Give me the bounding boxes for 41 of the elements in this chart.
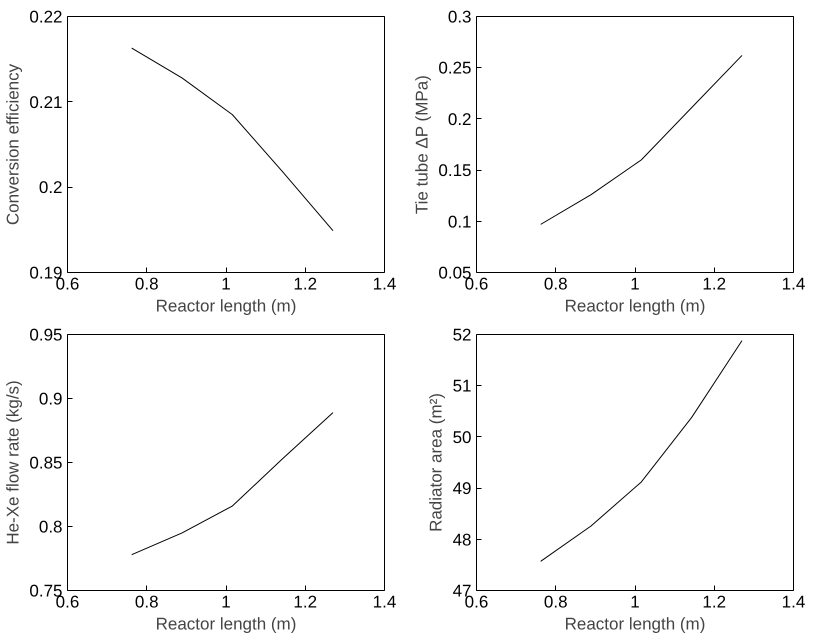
x-tick-label: 1.4	[782, 274, 806, 294]
x-axis-title: Reactor length (m)	[156, 296, 296, 316]
y-tick-label: 49	[452, 479, 472, 498]
y-tick-label: 0.22	[29, 8, 63, 26]
x-tick-label: 1.4	[372, 274, 396, 294]
y-tick-label: 52	[452, 326, 472, 344]
x-tick-label: 1.4	[782, 592, 806, 612]
y-tick-label: 0.8	[38, 518, 63, 536]
x-tick-label: 1.2	[293, 274, 318, 294]
y-tick-label: 0.2	[448, 110, 472, 129]
y-tick-label: 0.3	[448, 8, 472, 26]
y-axis-title: Conversion efficiency	[3, 63, 22, 226]
x-tick-label: 1	[630, 592, 640, 612]
y-axis-title: He-Xe flow rate (kg/s)	[3, 380, 22, 545]
y-tick-label: 0.1	[448, 212, 472, 232]
x-tick-label: 1.4	[372, 592, 396, 612]
y-tick-label: 0.95	[29, 326, 63, 344]
x-tick-label: 0.8	[544, 274, 568, 294]
x-tick-label: 1	[221, 274, 231, 294]
y-axis-title: Tie tube ΔP (MPa)	[412, 75, 432, 214]
y-tick-label: 0.25	[438, 58, 472, 78]
y-tick-label: 0.2	[38, 178, 63, 198]
x-tick-label: 1.2	[702, 274, 726, 294]
x-tick-label: 0.8	[134, 592, 159, 612]
y-tick-label: 51	[452, 376, 472, 396]
y-axis-title: Radiator area (m²)	[426, 393, 446, 532]
y-tick-label: 0.15	[438, 161, 472, 180]
x-tick-label: 1.2	[702, 592, 726, 612]
x-axis-title: Reactor length (m)	[564, 296, 706, 316]
x-axis-title: Reactor length (m)	[156, 614, 296, 634]
y-tick-label: 0.85	[29, 454, 63, 472]
x-tick-label: 1	[630, 274, 640, 294]
x-tick-label: 1.2	[293, 592, 318, 612]
x-tick-label: 0.8	[544, 592, 568, 612]
x-axis-title: Reactor length (m)	[564, 614, 706, 634]
y-tick-label: 48	[452, 530, 472, 550]
x-tick-label: 1	[221, 592, 231, 612]
x-tick-label: 0.8	[134, 274, 159, 294]
y-tick-label: 0.21	[29, 92, 63, 112]
y-tick-label: 0.9	[38, 390, 63, 408]
y-tick-label: 50	[452, 428, 472, 447]
